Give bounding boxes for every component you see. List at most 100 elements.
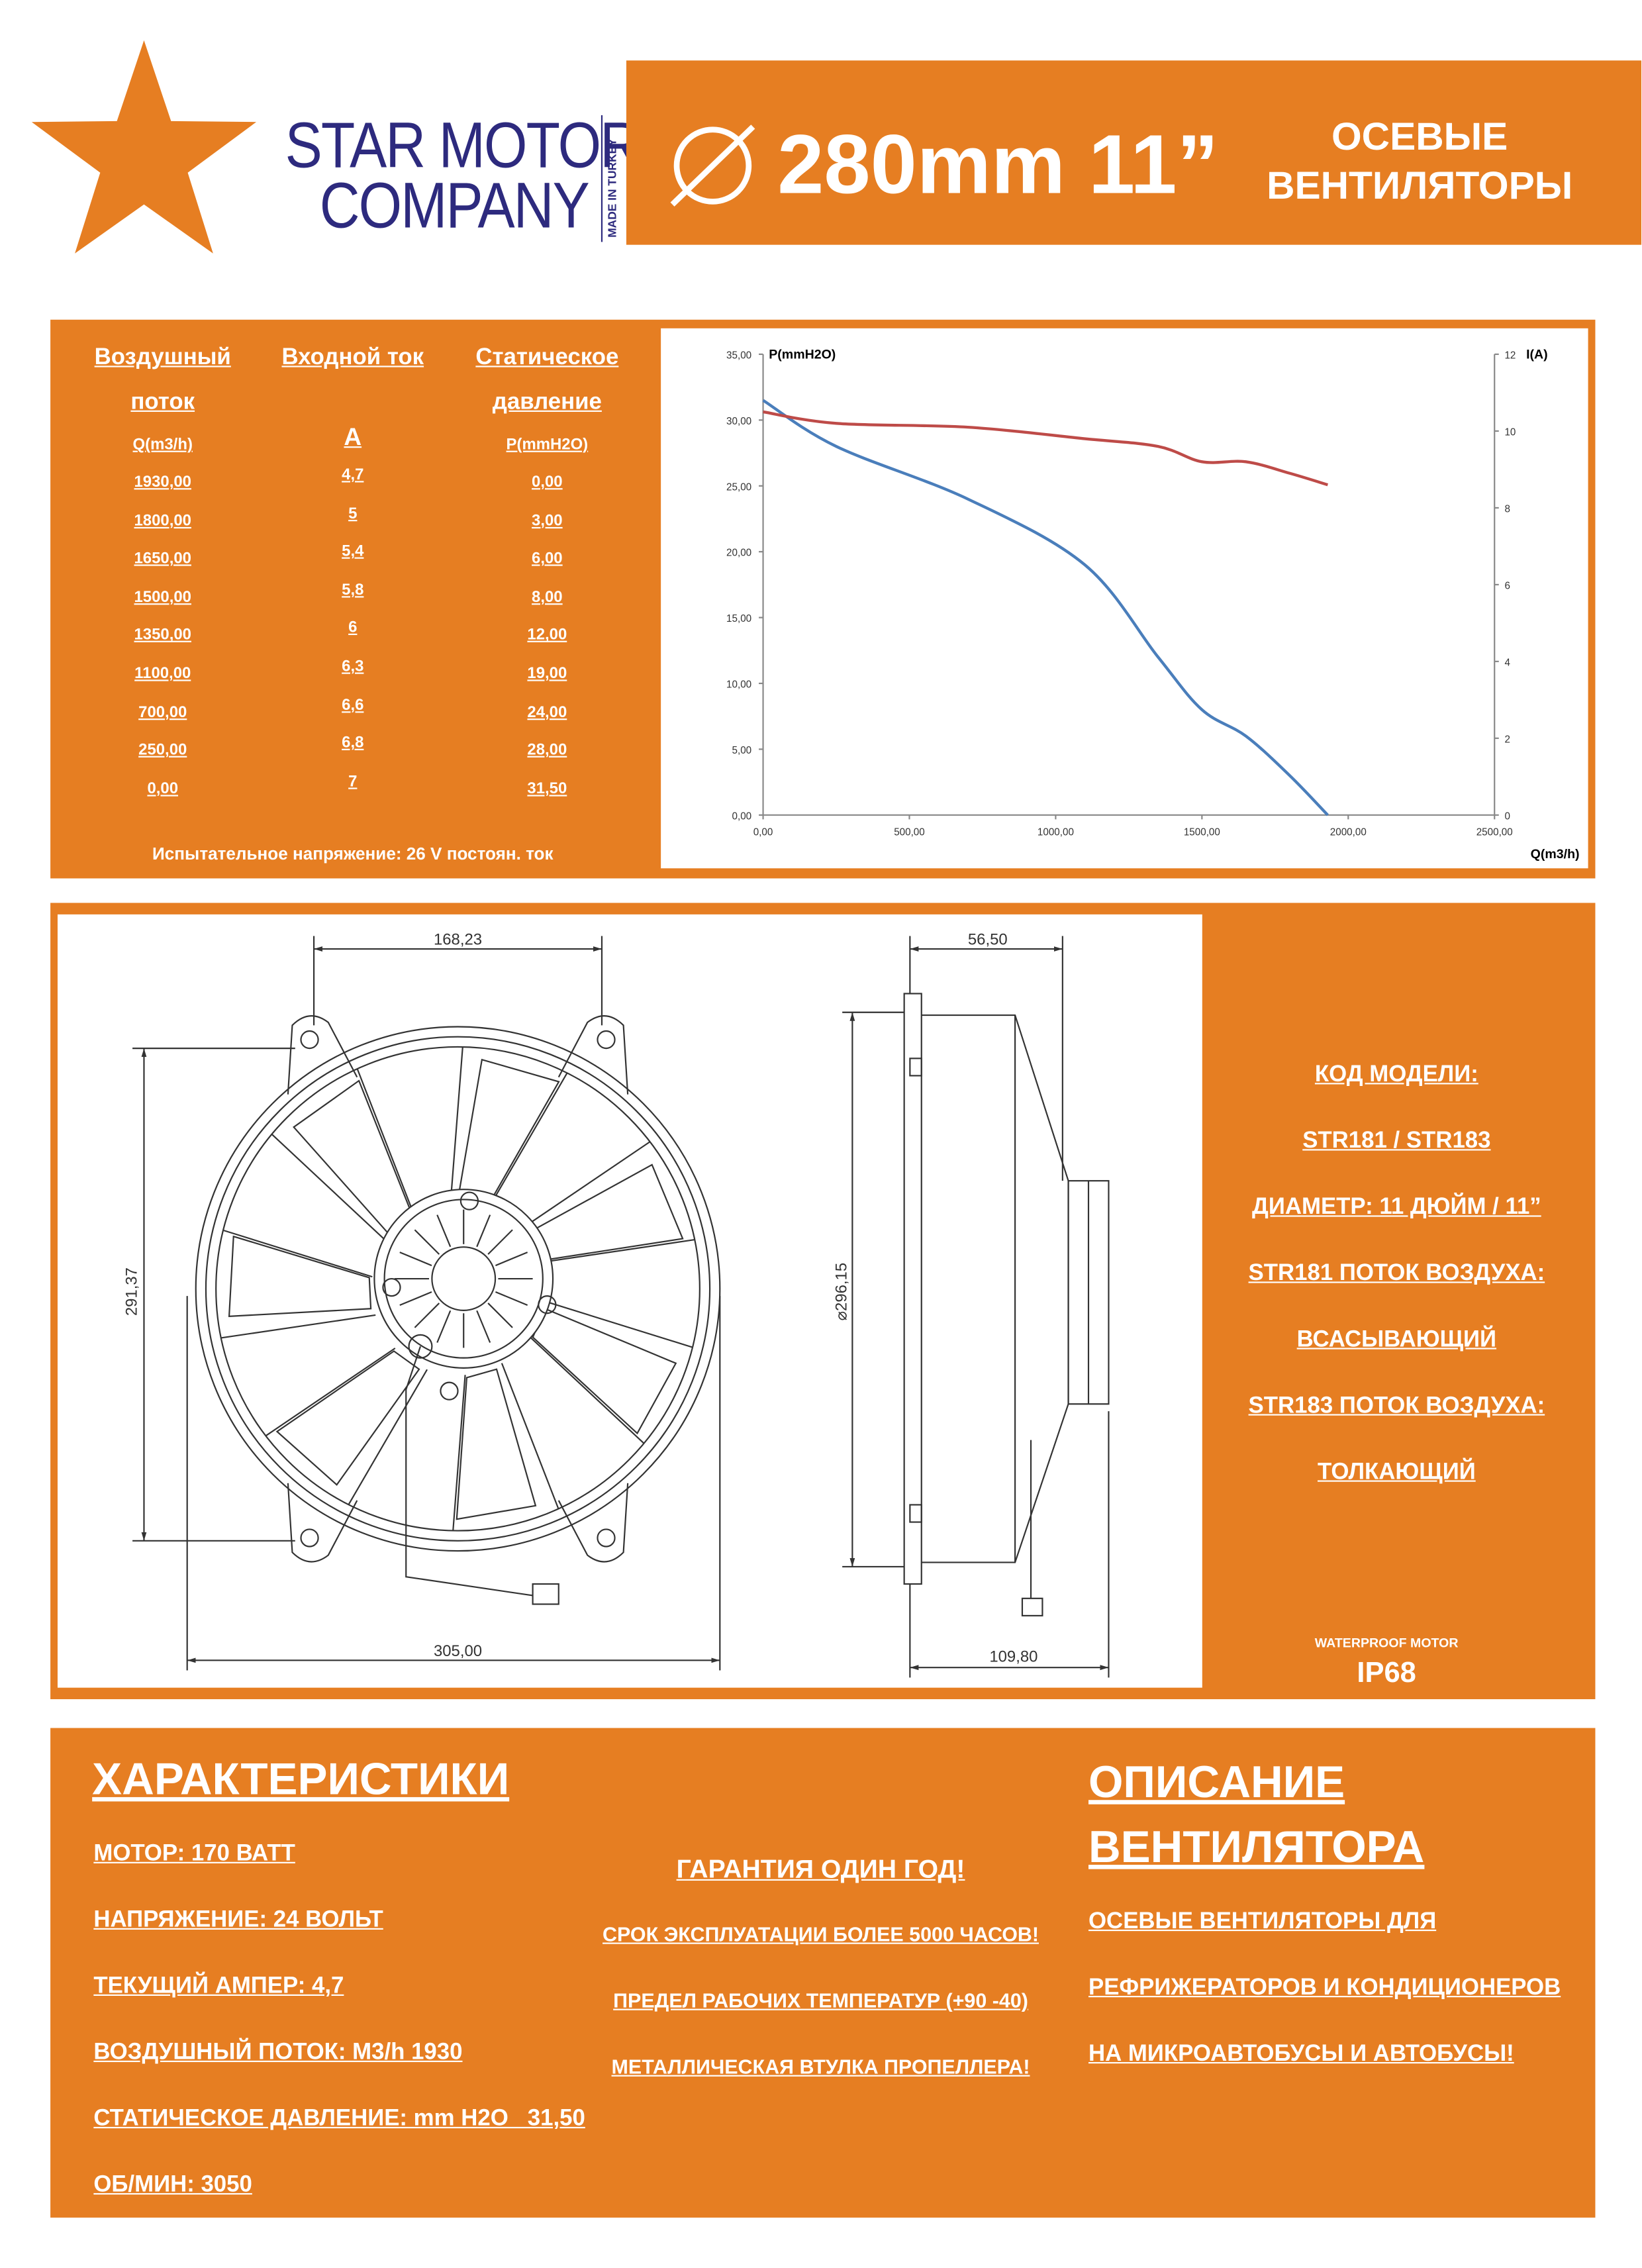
table-cell: 7 <box>348 773 358 791</box>
model-line: ТОЛКАЮЩИЙ <box>1317 1460 1476 1485</box>
dimension-label: 291,37 <box>123 1267 141 1316</box>
table-cell: 1930,00 <box>134 473 191 491</box>
table-cell: 1800,00 <box>134 512 191 530</box>
ring <box>215 1046 700 1532</box>
brand-line: COMPANY <box>319 168 590 242</box>
spoke <box>222 1229 373 1278</box>
ring <box>205 1036 711 1542</box>
line-series <box>763 410 1328 487</box>
table-cell: 5 <box>348 505 358 522</box>
description-item: РЕФРИЖЕРАТОРОВ И КОНДИЦИОНЕРОВ <box>1088 1975 1561 2000</box>
spoke <box>265 1348 396 1437</box>
x-axis-label: Q(m3/h) <box>1531 847 1580 862</box>
hub-rib <box>476 1214 491 1248</box>
brand-line: STAR MOTOR <box>285 108 640 181</box>
model-line: ВСАСЫВАЮЩИЙ <box>1296 1327 1497 1352</box>
table-cell: 6,6 <box>342 696 364 714</box>
size: 280mm 11” <box>777 118 1219 212</box>
x-tick-label: 2000,00 <box>1330 826 1367 838</box>
table-header: Статическое <box>475 345 619 370</box>
table-cell: 31,50 <box>527 780 567 798</box>
side-view <box>903 993 1110 1616</box>
description-title: ВЕНТИЛЯТОРА <box>1088 1821 1425 1872</box>
y-tick-label: 35,00 <box>726 350 751 361</box>
y-tick-label: 5,00 <box>732 745 752 756</box>
table-cell: 5,4 <box>342 543 364 561</box>
table-cell: 6 <box>348 619 358 638</box>
table-cell: 5,8 <box>342 581 364 599</box>
diameter-symbol <box>670 124 755 207</box>
table-unit: A <box>344 423 362 451</box>
hub-rib <box>476 1310 491 1343</box>
y2-axis-label: I(A) <box>1526 347 1548 362</box>
table-header: Воздушный <box>94 345 231 370</box>
screw <box>538 1295 557 1314</box>
mount-tab <box>287 1483 358 1563</box>
flange <box>903 993 922 1585</box>
drawing-area <box>57 914 1202 1688</box>
table-cell: 700,00 <box>138 703 187 721</box>
y-tick-label: 30,00 <box>726 416 751 427</box>
y2-tick-label: 2 <box>1504 734 1510 745</box>
hub-ring <box>383 1199 544 1359</box>
mount-tab <box>287 1015 358 1095</box>
spoke <box>540 1239 695 1263</box>
hub-rib <box>436 1214 452 1248</box>
x-tick-label: 1000,00 <box>1038 826 1074 838</box>
spoke <box>450 1046 463 1203</box>
mount-tab <box>557 1015 629 1095</box>
dimension-label: 56,50 <box>968 931 1008 949</box>
mount-hole <box>300 1030 319 1050</box>
logo: MADE IN TURKEY <box>31 40 619 254</box>
chart: 0,005,0010,0015,0020,0025,0030,0035,0002… <box>726 347 1580 862</box>
blade <box>457 1058 560 1206</box>
model-line: STR181 / STR183 <box>1302 1128 1491 1154</box>
screw <box>440 1381 459 1401</box>
hub-rib <box>495 1291 528 1306</box>
model-line: ДИАМЕТР: 11 ДЮЙМ / 11” <box>1252 1195 1541 1220</box>
table-cell: 1350,00 <box>134 626 191 644</box>
table-unit: P(mmH2O) <box>506 436 589 454</box>
table-header: давление <box>492 390 602 415</box>
y2-tick-label: 8 <box>1504 503 1510 515</box>
table-cell: 24,00 <box>527 703 567 721</box>
table-cell: 8,00 <box>532 588 563 607</box>
spoke <box>520 1141 651 1230</box>
connector <box>532 1583 559 1605</box>
y-tick-label: 15,00 <box>726 613 751 624</box>
dimension-label: ⌀296,15 <box>833 1263 851 1321</box>
hub-rib <box>487 1303 513 1328</box>
y-axis-label: P(mmH2O) <box>769 347 836 362</box>
feature-item: СРОК ЭКСПЛУАТАЦИИ БОЛЕЕ 5000 ЧАСОВ! <box>603 1922 1039 1946</box>
table-cell: 28,00 <box>527 742 567 760</box>
connector <box>1021 1597 1043 1616</box>
front-view <box>195 1015 721 1605</box>
dimension-label: 168,23 <box>434 931 482 949</box>
hub-center <box>431 1246 497 1311</box>
specs-title: ХАРАКТЕРИСТИКИ <box>92 1753 510 1804</box>
model-line: STR181 ПОТОК ВОЗДУХА: <box>1248 1261 1545 1286</box>
screw <box>382 1277 401 1297</box>
hub-rib <box>414 1229 440 1255</box>
y-tick-label: 10,00 <box>726 679 751 691</box>
cable <box>405 1346 533 1597</box>
table-cell: 1100,00 <box>134 665 191 683</box>
table-cell: 4,7 <box>342 466 364 484</box>
table-cell: 6,00 <box>532 550 563 568</box>
spec-item: СТАТИЧЕСКОЕ ДАВЛЕНИЕ: mm H2O 31,50 <box>93 2106 585 2132</box>
spoke <box>488 1072 568 1208</box>
table-cell: 1650,00 <box>134 550 191 568</box>
model-line: КОД МОДЕЛИ: <box>1314 1062 1478 1087</box>
spoke <box>501 1363 559 1509</box>
mount-hole <box>597 1030 616 1050</box>
feature-item: ПРЕДЕЛ РАБОЧИХ ТЕМПЕРАТУР (+90 -40) <box>613 1989 1028 2012</box>
origin: MADE IN TURKEY <box>606 138 619 238</box>
spoke <box>271 1134 387 1242</box>
y2-tick-label: 12 <box>1504 350 1516 361</box>
spoke <box>543 1300 693 1348</box>
hub-rib <box>495 1252 528 1267</box>
feature-item: ГАРАНТИЯ ОДИН ГОД! <box>676 1854 965 1884</box>
table-cell: 6,8 <box>342 734 364 752</box>
